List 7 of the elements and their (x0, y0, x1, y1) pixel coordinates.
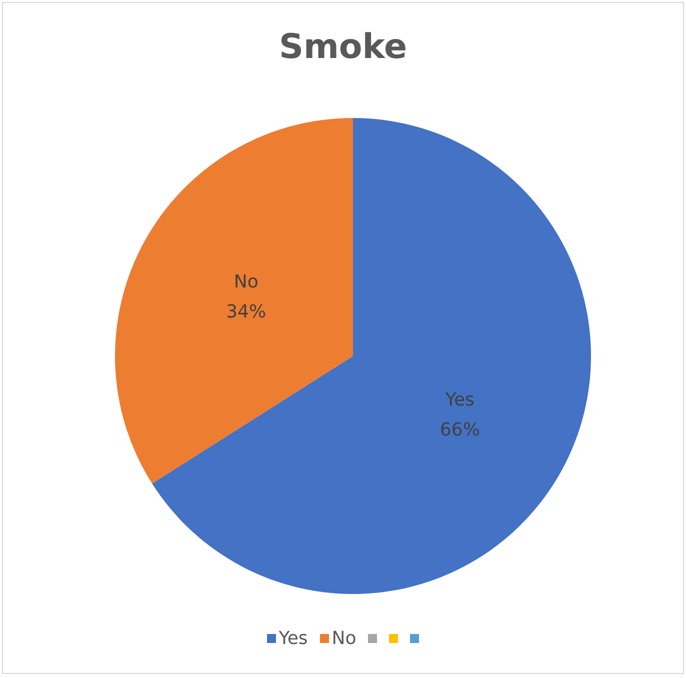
legend-label: Yes (278, 628, 308, 649)
data-label: 34% (226, 302, 266, 323)
data-label: 66% (440, 419, 480, 440)
slice-label: Yes (444, 389, 474, 410)
legend-label: No (332, 628, 356, 649)
slice-label: No (234, 272, 258, 293)
chart-title: Smoke (278, 27, 408, 67)
